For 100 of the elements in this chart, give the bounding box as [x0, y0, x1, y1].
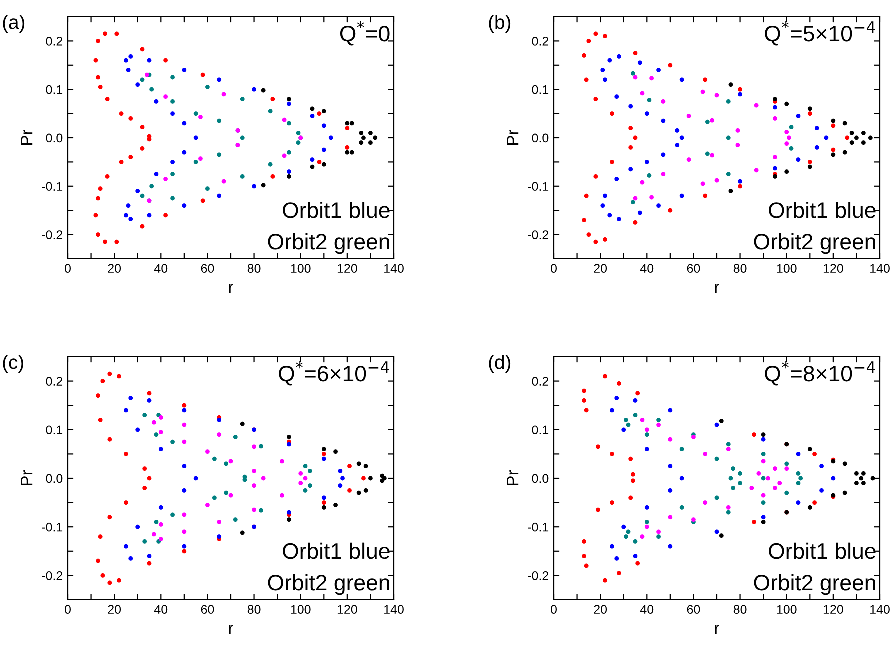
point — [586, 232, 592, 237]
point — [656, 530, 661, 534]
point — [728, 82, 734, 87]
point — [784, 102, 790, 106]
point — [845, 136, 850, 140]
point — [217, 194, 222, 198]
point — [594, 97, 598, 102]
point — [661, 118, 666, 124]
point — [644, 505, 650, 510]
point — [282, 118, 287, 122]
point — [98, 186, 103, 192]
point — [786, 136, 792, 140]
point — [647, 98, 652, 102]
annotation: Orbit1 blue — [769, 202, 876, 218]
x-tick-label: 140 — [384, 605, 404, 614]
point — [636, 561, 640, 566]
point — [675, 143, 680, 148]
point — [738, 471, 742, 476]
point — [140, 224, 145, 229]
point — [603, 34, 608, 39]
chart-title: (d) — [489, 355, 511, 374]
point — [322, 500, 326, 505]
point — [303, 476, 308, 481]
point — [182, 403, 187, 408]
point — [842, 121, 848, 126]
point — [784, 490, 790, 496]
point — [738, 87, 742, 92]
y-axis-title: Pr — [507, 470, 519, 486]
point — [287, 102, 292, 106]
x-tick-label: 140 — [384, 264, 404, 274]
x-tick-label: 100 — [291, 264, 311, 274]
annotation: Q$^{*}$=0 — [340, 21, 390, 46]
point — [761, 500, 766, 505]
point — [270, 97, 276, 102]
point — [114, 32, 120, 36]
annotation: Q$^{*}$=6×10$^{−4}$ — [279, 361, 390, 386]
point — [808, 112, 812, 116]
point — [150, 87, 154, 92]
point — [147, 561, 152, 566]
point — [710, 118, 715, 123]
point — [668, 544, 673, 549]
point — [147, 398, 152, 403]
point — [700, 182, 706, 186]
point — [630, 478, 636, 484]
point — [796, 481, 801, 486]
point — [750, 486, 754, 490]
point — [94, 213, 98, 218]
x-tick-label: 40 — [154, 605, 168, 614]
x-tick-label: 140 — [870, 264, 890, 274]
point — [182, 150, 187, 155]
y-tick-label: -0.1 — [528, 182, 549, 192]
point — [270, 174, 276, 179]
point — [584, 194, 589, 198]
point — [317, 112, 322, 116]
point — [766, 476, 770, 481]
point — [700, 90, 706, 94]
point — [650, 76, 654, 81]
point — [356, 490, 362, 496]
point — [182, 530, 187, 534]
point — [368, 476, 373, 481]
point — [644, 428, 650, 432]
point — [738, 481, 742, 486]
point — [726, 136, 731, 140]
x-tick-label: 40 — [640, 605, 654, 614]
point — [582, 218, 586, 222]
point — [761, 515, 766, 520]
point — [831, 152, 836, 158]
point — [359, 140, 364, 146]
point — [303, 488, 308, 493]
point — [820, 464, 824, 469]
y-tick-label: 0.2 — [532, 377, 549, 386]
point — [738, 92, 742, 97]
point — [686, 114, 692, 118]
point — [136, 82, 140, 87]
point — [338, 484, 343, 488]
point — [128, 217, 134, 222]
point — [633, 398, 638, 403]
point — [103, 240, 108, 244]
point — [287, 434, 292, 440]
y-tick-label: 0.0 — [46, 134, 63, 143]
x-tick-label: 40 — [154, 264, 168, 274]
point — [259, 508, 264, 513]
point — [668, 437, 673, 442]
point — [761, 459, 766, 464]
point — [736, 128, 740, 133]
point — [117, 578, 122, 583]
point — [796, 500, 801, 505]
point — [261, 183, 266, 188]
point — [714, 178, 720, 183]
point — [147, 58, 152, 63]
point — [158, 447, 164, 452]
point — [714, 93, 720, 98]
point — [808, 164, 812, 170]
point — [854, 481, 859, 486]
y-tick-label: 0.0 — [46, 474, 63, 484]
point — [610, 452, 614, 456]
point — [705, 152, 710, 156]
point — [640, 534, 645, 540]
point — [164, 176, 168, 182]
point — [633, 220, 638, 225]
